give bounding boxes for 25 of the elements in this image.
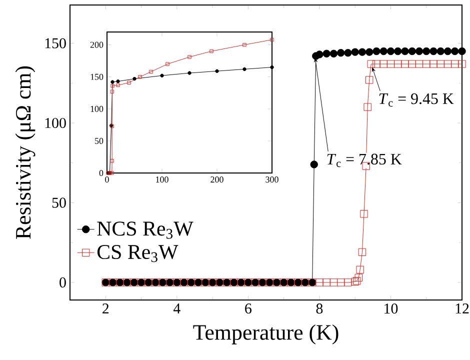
y-tick-label: 150 (90, 74, 104, 80)
x-tick-label: 4 (173, 304, 180, 314)
x-tick-label: 2 (102, 304, 109, 314)
legend-label: NCS Re$_{3}$W (97, 222, 194, 239)
y-tick-label: 50 (52, 198, 66, 208)
y-axis-title: Resistivity (μΩ cm) (15, 66, 36, 239)
y-tick-label: 100 (45, 118, 66, 128)
annotation: T$_{c}$ = 7.85 K (327, 154, 402, 168)
y-tick-label: 0 (60, 277, 66, 288)
legend-label: CS Re$_{3}$W (97, 244, 178, 262)
x-axis-title: Temperature (K) (193, 324, 338, 344)
x-tick-label: 0 (105, 176, 109, 183)
annotation: T$_{c}$ = 9.45 K (379, 93, 454, 107)
y-tick-label: 50 (95, 138, 104, 144)
x-tick-label: 100 (156, 176, 168, 183)
y-tick-label: 150 (45, 38, 66, 48)
x-tick-label: 10 (384, 304, 398, 314)
x-tick-label: 6 (245, 304, 252, 314)
x-tick-label: 12 (456, 304, 469, 314)
x-tick-label: 200 (210, 176, 224, 183)
x-tick-label: 8 (316, 304, 323, 314)
y-tick-label: 0 (99, 170, 104, 176)
y-tick-label: 200 (90, 42, 104, 48)
x-tick-label: 300 (266, 176, 278, 183)
y-tick-label: 100 (90, 106, 104, 112)
